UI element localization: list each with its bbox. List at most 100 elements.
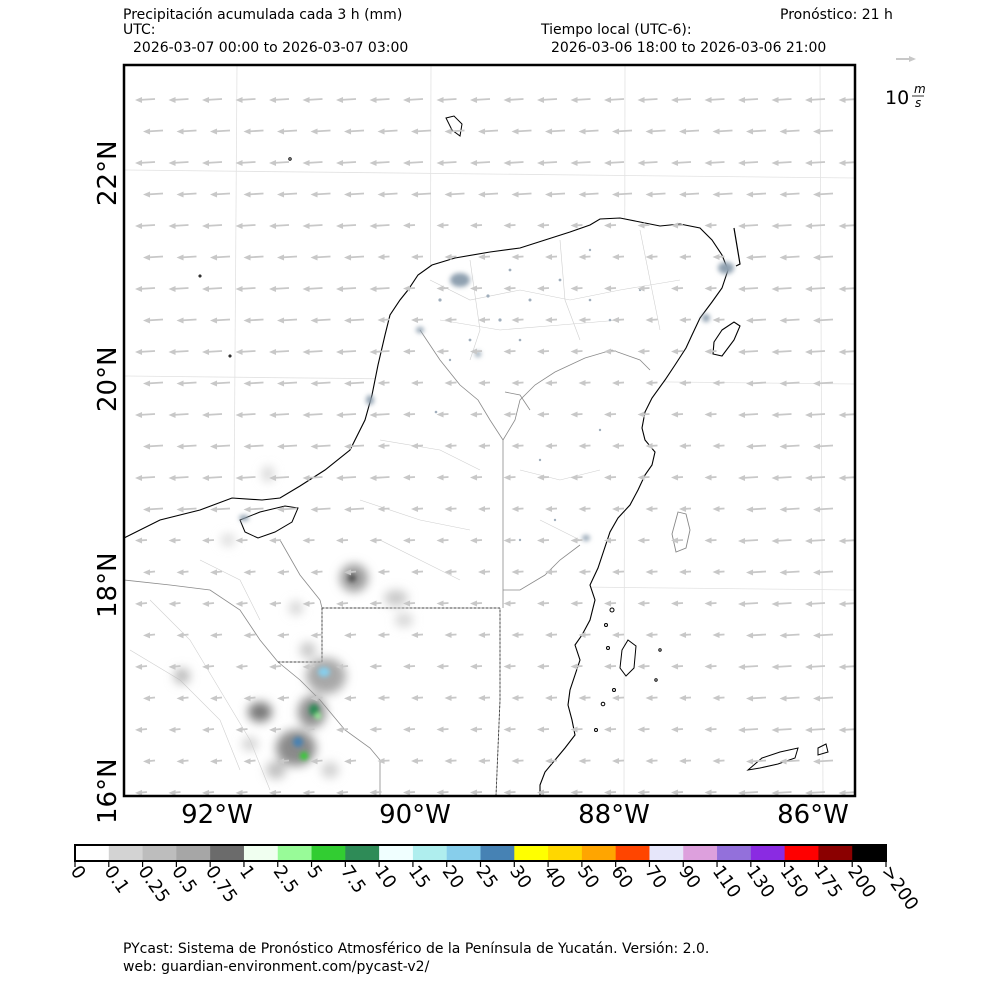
wind-arrow-head: [470, 222, 478, 229]
wind-arrow-head: [612, 569, 620, 576]
colorbar-tick-label: 200: [843, 862, 880, 902]
wind-arrow-head: [277, 380, 285, 387]
wind-arrow-head: [369, 223, 377, 230]
wind-arrow-head: [537, 537, 545, 544]
wind-arrow-head: [369, 475, 377, 482]
wind-arrow-head: [235, 160, 243, 167]
wind-arrow-head: [135, 97, 143, 104]
wind-arrow-head: [202, 412, 210, 419]
wind-arrow-head: [746, 128, 754, 135]
municipal-borders: [129, 229, 681, 791]
wind-arrow-head: [578, 632, 586, 639]
wind-arrow-head: [344, 191, 352, 198]
wind-arrow-head: [336, 349, 344, 356]
wind-arrow-head: [537, 160, 545, 167]
wind-arrow-head: [377, 695, 385, 702]
wind-arrow-head: [235, 537, 243, 544]
wind-arrow-head: [235, 349, 243, 356]
wind-arrow-head: [444, 254, 452, 261]
wind-arrow-head: [403, 600, 411, 607]
wind-arrow-head: [570, 600, 578, 607]
colorbar-segment: [852, 845, 887, 861]
colorbar-segment: [412, 845, 448, 861]
wind-arrow-head: [604, 600, 612, 607]
wind-arrow-head: [243, 506, 251, 513]
longitude-labels: 92°W 90°W 88°W 86°W: [181, 800, 849, 830]
wind-arrow-head: [738, 223, 746, 230]
wind-arrow-head: [805, 412, 813, 419]
wind-arrow-head: [411, 317, 419, 324]
wind-arrow-head: [269, 97, 277, 104]
wind-arrow-head: [578, 569, 586, 576]
wind-arrow-head: [712, 569, 720, 576]
wind-arrow-head: [135, 412, 143, 419]
wind-arrow-head: [604, 411, 612, 418]
wind-arrow-head: [269, 789, 277, 796]
wind-arrow-head: [738, 160, 746, 167]
wind-arrow-head: [470, 285, 478, 292]
wind-arrow-head: [637, 222, 645, 229]
wind-arrow-head: [805, 160, 813, 167]
wind-arrow-head: [444, 443, 452, 450]
wind-arrow-head: [411, 569, 419, 576]
wind-arrow-head: [805, 727, 813, 734]
wind-arrow-head: [277, 506, 285, 513]
wind-arrow-head: [277, 569, 285, 576]
wind-arrow-head: [645, 569, 653, 576]
wind-arrow-head: [436, 285, 444, 292]
wind-arrow-head: [411, 443, 419, 450]
wind-arrow-head: [738, 664, 746, 671]
wind-arrow-head: [805, 475, 813, 482]
wind-arrow-head: [344, 443, 352, 450]
wind-arrow-head: [235, 600, 243, 607]
wind-arrow-head: [444, 191, 452, 198]
wind-arrow-head: [302, 475, 310, 482]
colorbar-tick-label: 150: [776, 862, 813, 902]
wind-arrow-head: [612, 506, 620, 513]
wind-arrow-head: [436, 726, 444, 733]
wind-arrow-head: [645, 380, 653, 387]
wind-arrow-head: [168, 286, 176, 293]
wind-arrow-head: [436, 222, 444, 229]
wind-arrow-head: [679, 128, 687, 135]
wind-arrow-head: [478, 632, 486, 639]
colorbar-tick-label: 110: [708, 862, 745, 902]
wind-arrow-head: [302, 349, 310, 356]
wind-arrow-head: [645, 443, 653, 450]
latitude-labels: 22°N 20°N 18°N 16°N: [93, 140, 123, 824]
utc-label: UTC:: [123, 22, 156, 38]
wind-arrow-head: [210, 569, 218, 576]
wind-arrow-head: [503, 537, 511, 544]
wind-arrow-head: [444, 380, 452, 387]
wind-arrow-head: [403, 348, 411, 355]
wind-arrow-head: [838, 97, 846, 104]
wind-arrow-head: [210, 632, 218, 639]
wind-arrow-head: [545, 443, 553, 450]
utc-range: 2026-03-07 00:00 to 2026-03-07 03:00: [133, 40, 409, 56]
colorbar-segment: [379, 845, 414, 861]
wind-arrow-head: [679, 254, 687, 261]
wind-arrow-head: [746, 380, 754, 387]
colorbar-tick-label: 0.1: [100, 862, 134, 898]
wind-arrow-head: [310, 128, 318, 135]
footer-line-1: PYcast: Sistema de Pronóstico Atmosféric…: [123, 941, 710, 957]
wind-arrow-head: [570, 474, 578, 481]
wind-arrow-head: [671, 348, 679, 355]
precipitation-areas: [174, 248, 734, 779]
wind-arrow-head: [671, 222, 679, 229]
wind-arrow-head: [545, 317, 553, 324]
wind-arrow-head: [336, 286, 344, 293]
wind-arrow-head: [235, 97, 243, 104]
wind-arrow-head: [277, 128, 285, 135]
wind-arrow-head: [168, 160, 176, 167]
wind-arrow-head: [779, 758, 787, 765]
wind-arrow-head: [202, 663, 210, 670]
wind-arrow-head: [704, 285, 712, 292]
wind-arrow-head: [813, 317, 821, 324]
wind-arrow-head: [704, 726, 712, 733]
wind-arrow-head: [243, 254, 251, 261]
wind-arrow-head: [779, 695, 787, 702]
colorbar-tick-label: 40: [539, 862, 569, 893]
wind-arrow-head: [470, 600, 478, 607]
wind-arrow-head: [336, 600, 344, 607]
